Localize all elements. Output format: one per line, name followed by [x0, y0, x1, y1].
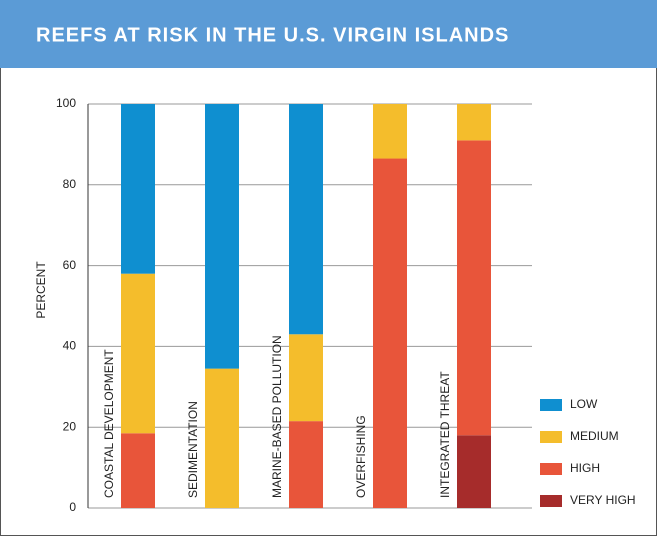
bar-segment: [373, 158, 407, 509]
legend-swatch: [540, 399, 562, 411]
y-tick-label: 60: [63, 258, 77, 272]
legend-label: VERY HIGH: [570, 493, 636, 507]
bar-segment: [373, 104, 407, 159]
category-label: COASTAL DEVELOPMENT: [102, 349, 116, 498]
category-label: OVERFISHING: [354, 415, 368, 498]
category-label: SEDIMENTATION: [186, 401, 200, 498]
header: [0, 0, 657, 68]
bar-segment: [121, 433, 155, 508]
y-tick-label: 80: [63, 177, 77, 191]
bar-segment: [205, 368, 239, 508]
legend-swatch: [540, 463, 562, 475]
bar-segment: [457, 104, 491, 141]
bar-segment: [289, 334, 323, 422]
legend-label: LOW: [570, 397, 598, 411]
y-tick-label: 40: [63, 339, 77, 353]
category-label: MARINE-BASED POLLUTION: [270, 335, 284, 498]
legend-swatch: [540, 431, 562, 443]
bar-segment: [457, 140, 491, 436]
bar-segment: [289, 104, 323, 335]
y-tick-label: 0: [69, 500, 76, 514]
y-tick-label: 100: [56, 96, 76, 110]
bar-segment: [205, 104, 239, 369]
legend-label: MEDIUM: [570, 429, 619, 443]
y-tick-label: 20: [63, 419, 77, 433]
category-label: INTEGRATED THREAT: [438, 371, 452, 498]
bar-segment: [121, 104, 155, 274]
bar-segment: [121, 273, 155, 434]
bar-segment: [457, 435, 491, 508]
legend-swatch: [540, 495, 562, 507]
bar-segment: [289, 421, 323, 508]
legend-label: HIGH: [570, 461, 600, 475]
y-axis-label: PERCENT: [34, 261, 48, 319]
chart-title: REEFS AT RISK IN THE U.S. VIRGIN ISLANDS: [36, 24, 509, 46]
